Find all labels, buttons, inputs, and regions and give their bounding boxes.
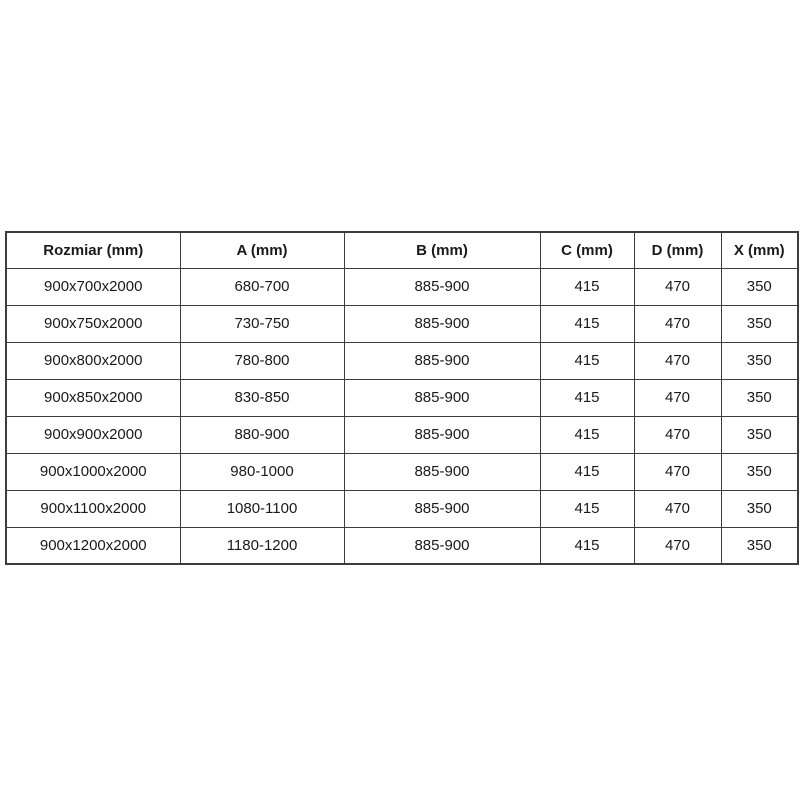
cell-c: 415 bbox=[539, 341, 635, 380]
cell-d: 470 bbox=[633, 267, 722, 306]
header-c: C (mm) bbox=[539, 231, 635, 269]
size-spec-table: Rozmiar (mm) A (mm) B (mm) C (mm) D (mm)… bbox=[5, 231, 799, 565]
cell-a: 680-700 bbox=[179, 267, 345, 306]
cell-b: 885-900 bbox=[343, 304, 541, 343]
cell-rozmiar: 900x850x2000 bbox=[5, 378, 181, 417]
cell-d: 470 bbox=[633, 489, 722, 528]
cell-c: 415 bbox=[539, 415, 635, 454]
cell-c: 415 bbox=[539, 489, 635, 528]
cell-x: 350 bbox=[720, 526, 799, 565]
cell-rozmiar: 900x1000x2000 bbox=[5, 452, 181, 491]
table-row: 900x1000x2000 980-1000 885-900 415 470 3… bbox=[5, 452, 799, 491]
cell-x: 350 bbox=[720, 415, 799, 454]
cell-b: 885-900 bbox=[343, 341, 541, 380]
cell-c: 415 bbox=[539, 304, 635, 343]
cell-x: 350 bbox=[720, 341, 799, 380]
cell-a: 780-800 bbox=[179, 341, 345, 380]
header-rozmiar: Rozmiar (mm) bbox=[5, 231, 181, 269]
cell-a: 1180-1200 bbox=[179, 526, 345, 565]
cell-d: 470 bbox=[633, 304, 722, 343]
table-row: 900x700x2000 680-700 885-900 415 470 350 bbox=[5, 267, 799, 306]
cell-x: 350 bbox=[720, 452, 799, 491]
cell-a: 730-750 bbox=[179, 304, 345, 343]
header-a: A (mm) bbox=[179, 231, 345, 269]
cell-rozmiar: 900x1200x2000 bbox=[5, 526, 181, 565]
cell-x: 350 bbox=[720, 304, 799, 343]
table-row: 900x900x2000 880-900 885-900 415 470 350 bbox=[5, 415, 799, 454]
cell-rozmiar: 900x750x2000 bbox=[5, 304, 181, 343]
cell-x: 350 bbox=[720, 378, 799, 417]
table-row: 900x1200x2000 1180-1200 885-900 415 470 … bbox=[5, 526, 799, 565]
cell-b: 885-900 bbox=[343, 452, 541, 491]
cell-c: 415 bbox=[539, 267, 635, 306]
cell-d: 470 bbox=[633, 341, 722, 380]
cell-b: 885-900 bbox=[343, 378, 541, 417]
cell-c: 415 bbox=[539, 378, 635, 417]
table-header-row: Rozmiar (mm) A (mm) B (mm) C (mm) D (mm)… bbox=[5, 231, 799, 269]
header-x: X (mm) bbox=[720, 231, 799, 269]
cell-rozmiar: 900x800x2000 bbox=[5, 341, 181, 380]
cell-b: 885-900 bbox=[343, 415, 541, 454]
cell-rozmiar: 900x700x2000 bbox=[5, 267, 181, 306]
cell-rozmiar: 900x900x2000 bbox=[5, 415, 181, 454]
cell-rozmiar: 900x1100x2000 bbox=[5, 489, 181, 528]
header-b: B (mm) bbox=[343, 231, 541, 269]
table-row: 900x750x2000 730-750 885-900 415 470 350 bbox=[5, 304, 799, 343]
cell-a: 1080-1100 bbox=[179, 489, 345, 528]
cell-b: 885-900 bbox=[343, 267, 541, 306]
table-row: 900x850x2000 830-850 885-900 415 470 350 bbox=[5, 378, 799, 417]
header-d: D (mm) bbox=[633, 231, 722, 269]
cell-b: 885-900 bbox=[343, 526, 541, 565]
cell-d: 470 bbox=[633, 452, 722, 491]
cell-x: 350 bbox=[720, 489, 799, 528]
table-row: 900x1100x2000 1080-1100 885-900 415 470 … bbox=[5, 489, 799, 528]
cell-c: 415 bbox=[539, 526, 635, 565]
cell-c: 415 bbox=[539, 452, 635, 491]
cell-d: 470 bbox=[633, 526, 722, 565]
cell-a: 880-900 bbox=[179, 415, 345, 454]
cell-b: 885-900 bbox=[343, 489, 541, 528]
cell-d: 470 bbox=[633, 378, 722, 417]
table-row: 900x800x2000 780-800 885-900 415 470 350 bbox=[5, 341, 799, 380]
cell-a: 830-850 bbox=[179, 378, 345, 417]
cell-a: 980-1000 bbox=[179, 452, 345, 491]
cell-d: 470 bbox=[633, 415, 722, 454]
cell-x: 350 bbox=[720, 267, 799, 306]
